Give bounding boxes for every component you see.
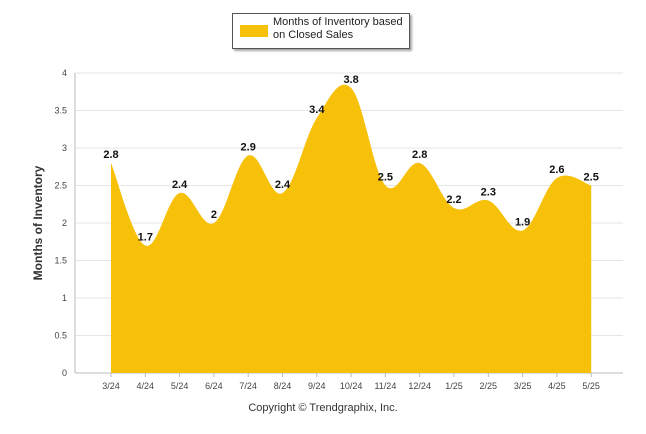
y-tick-label: 2 (62, 218, 67, 228)
legend[interactable]: Months of Inventory based on Closed Sale… (232, 13, 410, 49)
y-tick-label: 1.5 (54, 256, 67, 266)
data-label: 2.3 (481, 187, 496, 199)
data-label: 2.9 (241, 142, 256, 154)
x-tick-label: 5/24 (171, 381, 189, 391)
legend-swatch (240, 25, 268, 37)
x-tick-label: 1/25 (445, 381, 463, 391)
x-tick-label: 6/24 (205, 381, 223, 391)
data-label: 1.7 (138, 232, 153, 244)
x-tick-label: 7/24 (239, 381, 257, 391)
x-tick-label: 4/24 (137, 381, 155, 391)
y-axis-ticks: 0 0.5 1 1.5 2 2.5 3 3.5 4 (54, 68, 67, 378)
data-label: 2.5 (584, 172, 599, 184)
series-area (111, 84, 592, 374)
x-tick-label: 4/25 (548, 381, 566, 391)
y-tick-label: 2.5 (54, 181, 67, 191)
data-label: 2 (211, 209, 217, 221)
copyright-footer: Copyright © Trendgraphix, Inc. (248, 402, 398, 414)
x-tick-label: 3/24 (102, 381, 120, 391)
plot-area (111, 84, 592, 374)
y-axis-title: Months of Inventory (31, 165, 45, 280)
y-tick-label: 3 (62, 143, 67, 153)
x-tick-label: 10/24 (340, 381, 363, 391)
data-label: 2.8 (103, 149, 118, 161)
x-tick-label: 3/25 (514, 381, 532, 391)
data-labels: 2.8 1.7 2.4 2 2.9 2.4 3.4 3.8 2.5 2.8 2.2 2.3 1.9 2.6… (103, 74, 598, 244)
data-label: 3.8 (343, 74, 358, 86)
x-tick-label: 5/25 (582, 381, 600, 391)
data-label: 2.6 (549, 164, 564, 176)
data-label: 2.4 (275, 179, 291, 191)
y-tick-label: 1 (62, 293, 67, 303)
data-label: 2.8 (412, 149, 427, 161)
data-label: 3.4 (309, 104, 325, 116)
y-tick-label: 0.5 (54, 331, 67, 341)
x-tick-label: 12/24 (408, 381, 431, 391)
data-label: 2.4 (172, 179, 188, 191)
data-label: 2.2 (446, 194, 461, 206)
x-tick-label: 9/24 (308, 381, 326, 391)
data-label: 2.5 (378, 172, 393, 184)
x-axis-ticks: 3/24 4/24 5/24 6/24 7/24 8/24 9/24 10/24 11/24 12… (102, 373, 600, 391)
data-label: 1.9 (515, 217, 530, 229)
legend-label: Months of Inventory based on Closed Sale… (273, 16, 403, 41)
x-tick-label: 8/24 (274, 381, 292, 391)
x-tick-label: 11/24 (374, 381, 396, 391)
y-tick-label: 4 (62, 68, 67, 78)
y-tick-label: 0 (62, 368, 67, 378)
x-tick-label: 2/25 (480, 381, 498, 391)
y-tick-label: 3.5 (54, 106, 67, 116)
